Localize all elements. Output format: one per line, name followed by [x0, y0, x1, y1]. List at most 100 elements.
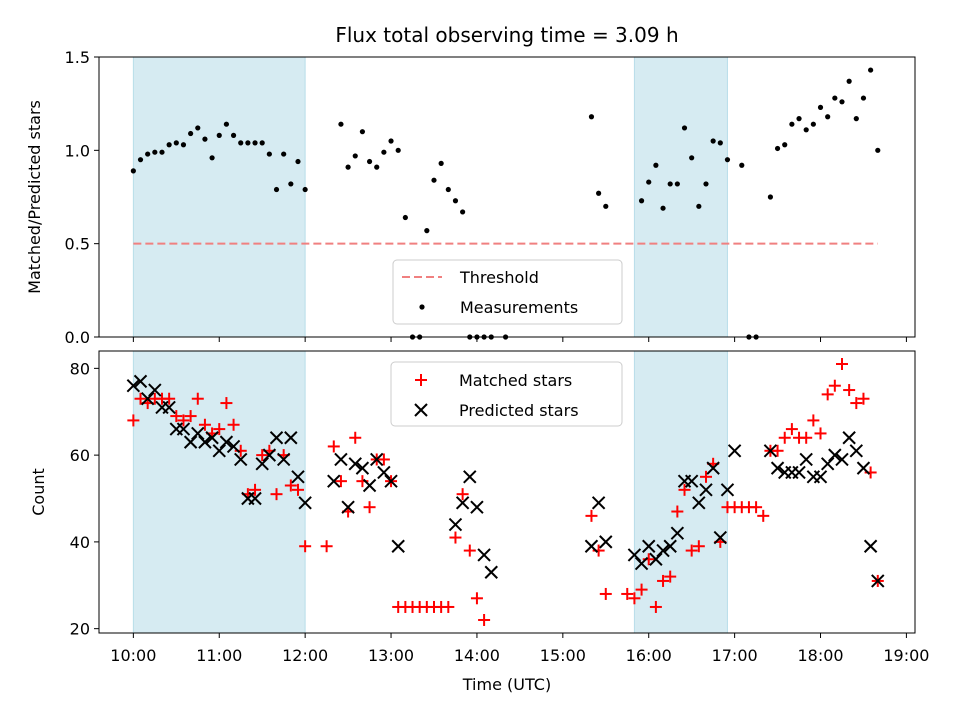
measurement-point — [660, 205, 666, 211]
predicted-star-marker — [262, 448, 277, 462]
measurement-point — [803, 127, 809, 133]
measurement-point — [402, 214, 408, 221]
predicted-star-marker — [226, 439, 241, 454]
measurements-series — [130, 67, 881, 340]
predicted-star-marker — [856, 461, 871, 475]
measurement-point — [596, 190, 602, 196]
predicted-star-marker — [191, 426, 205, 441]
matched-star-marker — [785, 423, 798, 436]
matched-star-marker — [621, 587, 634, 600]
predicted-star-marker — [699, 483, 713, 497]
matched-star-marker — [657, 574, 670, 587]
predicted-star-marker — [362, 478, 377, 493]
matched-star-marker — [184, 410, 197, 423]
measurement-point — [646, 179, 652, 185]
measurement-point — [245, 140, 251, 146]
predicted-star-marker — [727, 444, 742, 458]
predicted-star-marker — [470, 500, 484, 514]
x-tick-label: 16:00 — [626, 646, 672, 665]
measurement-point — [302, 186, 308, 193]
measurement-point — [603, 203, 609, 209]
predicted-star-marker — [692, 496, 706, 510]
matched-star-marker — [800, 431, 813, 444]
measurement-point — [223, 121, 230, 127]
matched-star-marker — [377, 453, 390, 466]
chart-title: Flux total observing time = 3.09 h — [335, 23, 678, 47]
predicted-star-marker — [599, 535, 613, 549]
matched-star-marker — [270, 488, 283, 501]
predicted-star-marker — [627, 548, 642, 562]
y-tick-label: 20 — [70, 620, 90, 639]
predicted-star-marker — [634, 556, 649, 571]
predicted-star-marker — [649, 552, 663, 566]
matched-star-marker — [685, 544, 698, 557]
matched-star-marker — [163, 392, 176, 405]
predicted-star-marker — [255, 457, 269, 471]
legend-predicted-swatch — [414, 403, 428, 417]
matched-star-marker — [134, 392, 147, 405]
matched-star-marker — [843, 384, 856, 397]
matched-star-marker — [127, 414, 140, 427]
predicted-star-marker — [584, 539, 599, 553]
predicted-star-marker — [269, 431, 284, 445]
legend-matched-swatch — [415, 374, 427, 386]
measurement-point — [717, 140, 723, 146]
matched-star-marker — [349, 431, 362, 444]
measurement-point — [295, 158, 301, 165]
predicted-star-marker — [770, 461, 785, 475]
measurement-point — [145, 151, 151, 157]
shaded-interval — [132, 56, 306, 338]
measurement-point — [774, 145, 781, 152]
measurement-point — [173, 140, 179, 146]
predicted-star-marker — [842, 431, 856, 445]
predicted-star-marker — [183, 435, 198, 449]
measurement-point — [638, 198, 645, 204]
predicted-star-marker — [477, 548, 491, 562]
measurement-point — [366, 158, 373, 165]
matched-stars-series — [127, 358, 884, 626]
matched-star-marker — [828, 379, 841, 392]
matched-star-marker — [585, 509, 598, 522]
legend-measurements-label: Measurements — [460, 298, 578, 317]
predicted-stars-series — [126, 374, 885, 588]
predicted-star-marker — [642, 539, 656, 553]
matched-star-marker — [320, 540, 333, 553]
measurement-point — [460, 209, 466, 215]
predicted-star-marker — [863, 539, 878, 553]
measurement-point — [281, 151, 287, 157]
measurement-point — [180, 142, 187, 148]
matched-star-marker — [692, 540, 705, 553]
measurement-point — [839, 99, 845, 105]
y-tick-label: 80 — [70, 359, 90, 378]
predicted-star-marker — [334, 452, 348, 467]
predicted-star-marker — [463, 470, 477, 484]
predicted-star-marker — [820, 457, 835, 471]
x-axis-label: Time (UTC) — [462, 675, 551, 694]
top-axes-frame — [98, 56, 916, 338]
matched-star-marker — [213, 423, 226, 436]
predicted-star-marker — [656, 543, 670, 558]
measurement-point — [338, 121, 344, 127]
matched-star-marker — [291, 483, 304, 496]
measurement-point — [860, 95, 867, 101]
measurement-point — [431, 177, 437, 183]
matched-star-marker — [678, 483, 691, 496]
bottom-axes-frame — [98, 350, 916, 634]
matched-star-marker — [463, 544, 476, 557]
legend-threshold-label: Threshold — [459, 268, 539, 287]
predicted-star-marker — [377, 465, 391, 480]
legend-matched-label: Matched stars — [459, 371, 572, 390]
measurement-point — [266, 151, 272, 157]
predicted-star-marker — [813, 470, 828, 484]
shaded-intervals — [132, 56, 728, 338]
matched-star-marker — [699, 470, 712, 483]
measurement-point — [381, 149, 387, 155]
matched-star-marker — [334, 475, 347, 488]
matched-star-marker — [750, 501, 763, 514]
measurement-point — [832, 95, 838, 101]
legend-box — [392, 259, 623, 325]
measurement-point — [374, 164, 380, 170]
measurement-point — [209, 155, 215, 161]
measurement-point — [696, 203, 702, 209]
matched-star-marker — [198, 418, 211, 431]
